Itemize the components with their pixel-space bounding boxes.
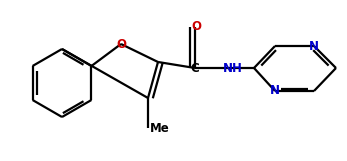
Text: NH: NH bbox=[223, 62, 243, 75]
Text: N: N bbox=[270, 85, 280, 98]
Text: C: C bbox=[191, 62, 200, 75]
Text: O: O bbox=[191, 20, 201, 33]
Text: O: O bbox=[116, 38, 126, 51]
Text: N: N bbox=[309, 39, 319, 52]
Text: Me: Me bbox=[150, 122, 169, 134]
